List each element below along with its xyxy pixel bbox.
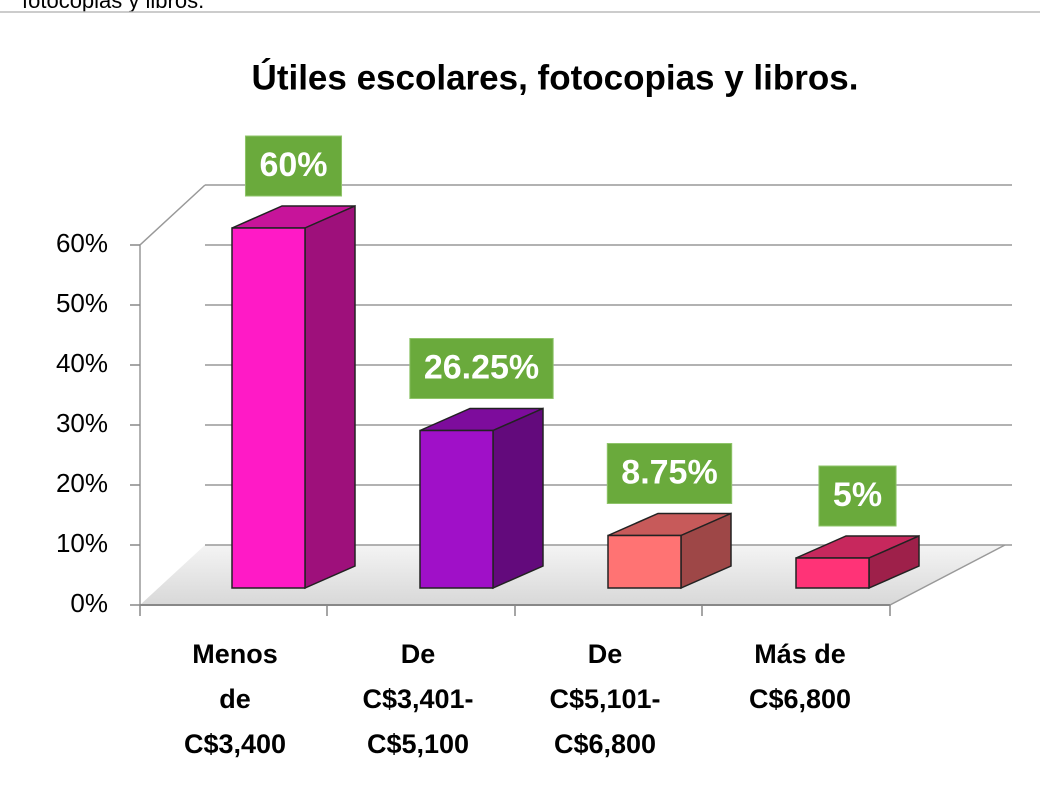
bar-face <box>231 227 306 589</box>
x-tick-label: De C$3,401- C$5,100 <box>362 639 474 759</box>
value-label-box <box>818 465 897 527</box>
floor <box>140 545 1005 605</box>
x-tick-label: Más de C$6,800 <box>748 639 852 714</box>
caption: fotocopias y libros. <box>22 0 204 13</box>
y-tick-label: 30% <box>56 408 108 438</box>
value-label: 26.25% <box>424 348 539 386</box>
value-label: 5% <box>833 476 882 514</box>
value-label-box <box>244 135 343 197</box>
bar <box>607 512 732 590</box>
bar-face <box>795 557 870 589</box>
y-tick-label: 40% <box>56 348 108 378</box>
y-tick-label: 20% <box>56 468 108 498</box>
bar <box>795 534 920 590</box>
x-tick-label: De C$5,101- C$6,800 <box>549 639 661 759</box>
y-tick-label: 60% <box>56 228 108 258</box>
y-tick-label: 10% <box>56 528 108 558</box>
value-label-box <box>606 443 733 504</box>
bar <box>419 407 544 590</box>
left-wall <box>139 184 206 605</box>
bar-face <box>304 204 356 590</box>
floor-edge <box>889 544 1006 606</box>
value-label: 60% <box>259 146 327 184</box>
bar-face <box>419 429 494 589</box>
bar-face <box>492 407 544 590</box>
value-label-box <box>409 338 554 399</box>
x-tick-label: Menos de C$3,400 <box>183 639 287 759</box>
y-tick-label: 50% <box>56 288 108 318</box>
bar-face <box>607 534 682 589</box>
value-label: 8.75% <box>621 453 717 491</box>
bar <box>231 204 356 590</box>
chart-title: Útiles escolares, fotocopias y libros. <box>252 57 859 97</box>
y-tick-label: 0% <box>70 588 108 618</box>
